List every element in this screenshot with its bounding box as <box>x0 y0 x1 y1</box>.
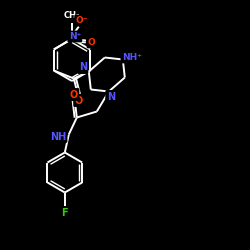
Text: NH⁺: NH⁺ <box>122 53 142 62</box>
Text: CH₃: CH₃ <box>64 12 80 20</box>
Text: F: F <box>62 208 68 218</box>
Text: N⁺: N⁺ <box>69 32 81 41</box>
Text: O: O <box>88 38 96 47</box>
Text: NH: NH <box>50 132 66 141</box>
Text: O: O <box>75 96 83 106</box>
Text: O⁻: O⁻ <box>76 16 88 25</box>
Text: N: N <box>79 62 87 72</box>
Text: N: N <box>107 92 115 102</box>
Text: O: O <box>70 90 78 100</box>
